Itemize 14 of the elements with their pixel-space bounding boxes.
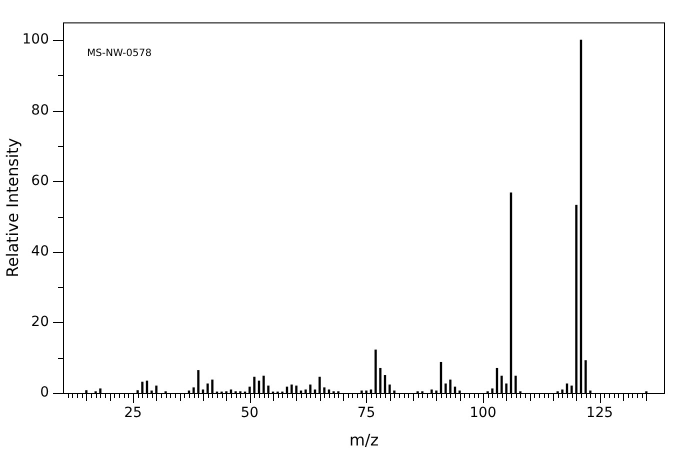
annotation: MS-NW-0578 [87,48,152,59]
x-tick-label: 100 [470,405,496,422]
y-tick-label: 20 [31,314,49,330]
y-tick-label: 60 [31,172,49,189]
x-axis-title: m/z [349,430,379,450]
y-tick-label: 40 [31,243,49,260]
x-tick-label: 50 [240,405,259,422]
x-tick-label: 125 [586,405,614,422]
y-tick-label: 0 [40,384,49,401]
x-tick-label: 25 [124,405,142,422]
y-axis-title: Relative Intensity [2,138,22,278]
y-tick-label: 80 [31,102,49,118]
y-tick-label: 100 [22,32,49,48]
x-tick-label: 75 [357,405,376,422]
